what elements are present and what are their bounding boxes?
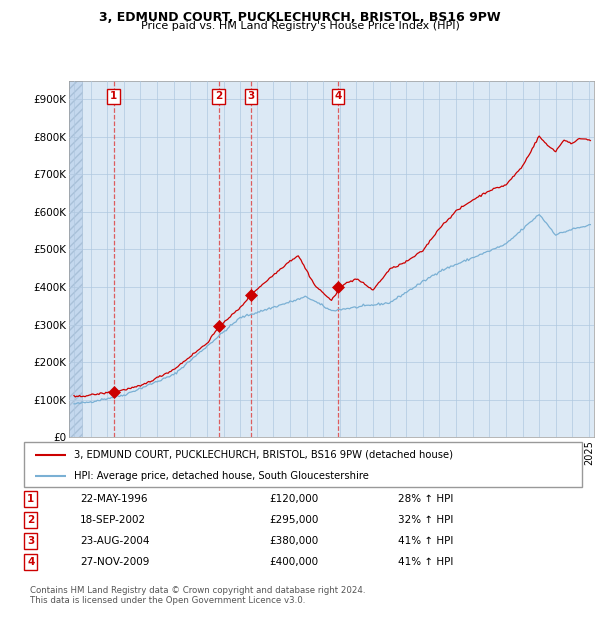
Text: 27-NOV-2009: 27-NOV-2009 [80, 557, 149, 567]
Text: 41% ↑ HPI: 41% ↑ HPI [398, 557, 453, 567]
Text: 3: 3 [247, 91, 254, 101]
Text: 3, EDMUND COURT, PUCKLECHURCH, BRISTOL, BS16 9PW (detached house): 3, EDMUND COURT, PUCKLECHURCH, BRISTOL, … [74, 450, 453, 459]
Text: £120,000: £120,000 [269, 494, 319, 504]
Text: 32% ↑ HPI: 32% ↑ HPI [398, 515, 453, 525]
Text: 28% ↑ HPI: 28% ↑ HPI [398, 494, 453, 504]
Text: 22-MAY-1996: 22-MAY-1996 [80, 494, 148, 504]
Text: 1: 1 [110, 91, 118, 101]
Text: £400,000: £400,000 [269, 557, 319, 567]
Text: 2: 2 [27, 515, 34, 525]
Text: 2: 2 [215, 91, 223, 101]
Text: Price paid vs. HM Land Registry's House Price Index (HPI): Price paid vs. HM Land Registry's House … [140, 21, 460, 31]
Text: £380,000: £380,000 [269, 536, 319, 546]
FancyBboxPatch shape [24, 442, 582, 487]
Text: Contains HM Land Registry data © Crown copyright and database right 2024.
This d: Contains HM Land Registry data © Crown c… [30, 586, 365, 605]
Text: HPI: Average price, detached house, South Gloucestershire: HPI: Average price, detached house, Sout… [74, 471, 369, 480]
Text: 18-SEP-2002: 18-SEP-2002 [80, 515, 146, 525]
Text: 4: 4 [27, 557, 34, 567]
Text: £295,000: £295,000 [269, 515, 319, 525]
Text: 4: 4 [334, 91, 342, 101]
Text: 1: 1 [27, 494, 34, 504]
Text: 3: 3 [27, 536, 34, 546]
Bar [69, 81, 82, 437]
Text: 41% ↑ HPI: 41% ↑ HPI [398, 536, 453, 546]
Text: 23-AUG-2004: 23-AUG-2004 [80, 536, 149, 546]
Text: 3, EDMUND COURT, PUCKLECHURCH, BRISTOL, BS16 9PW: 3, EDMUND COURT, PUCKLECHURCH, BRISTOL, … [99, 11, 501, 24]
